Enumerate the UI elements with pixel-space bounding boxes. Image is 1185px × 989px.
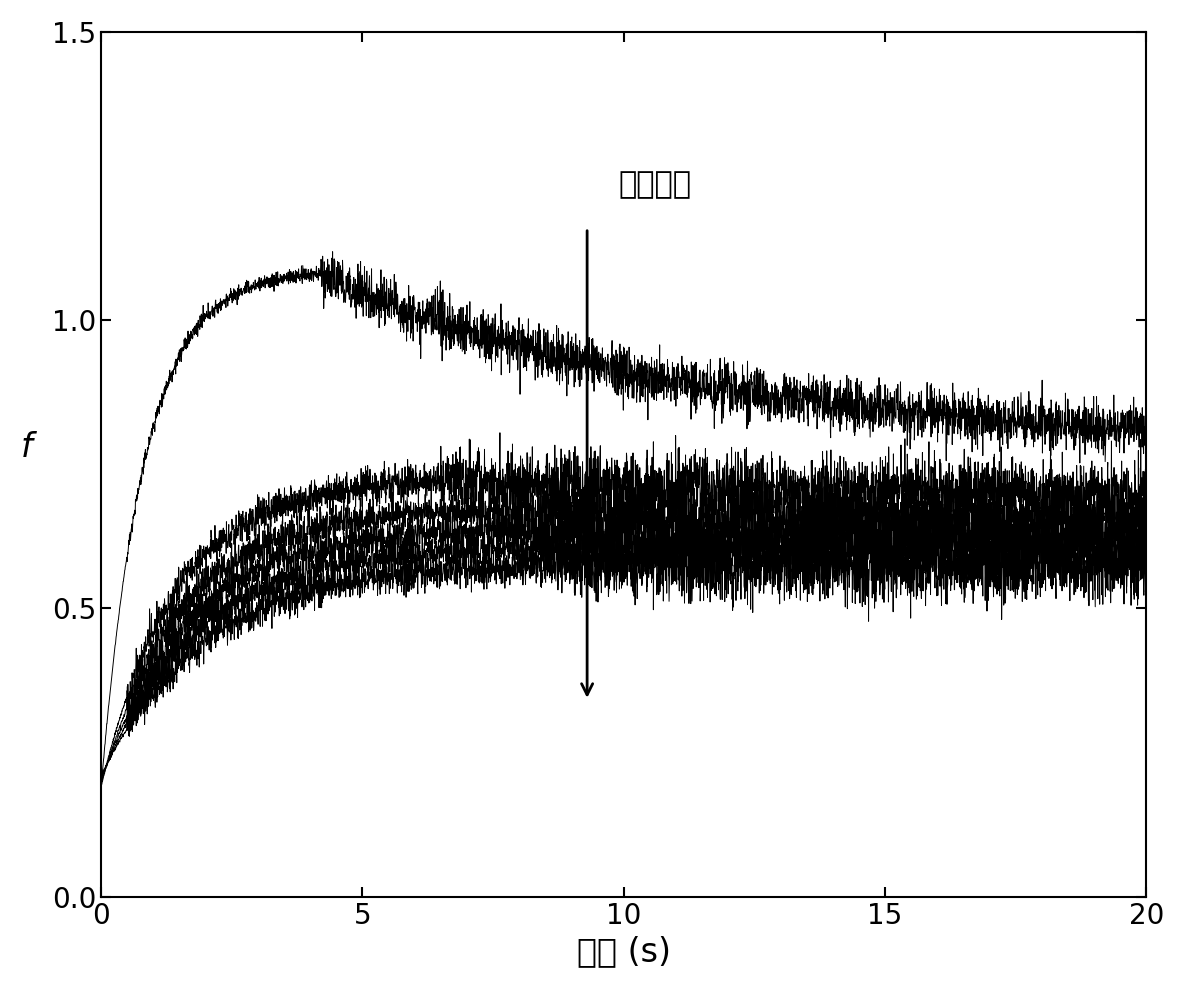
Text: 深度增大: 深度增大 bbox=[619, 170, 692, 199]
Y-axis label: f: f bbox=[21, 431, 32, 464]
X-axis label: 时间 (s): 时间 (s) bbox=[577, 936, 671, 968]
